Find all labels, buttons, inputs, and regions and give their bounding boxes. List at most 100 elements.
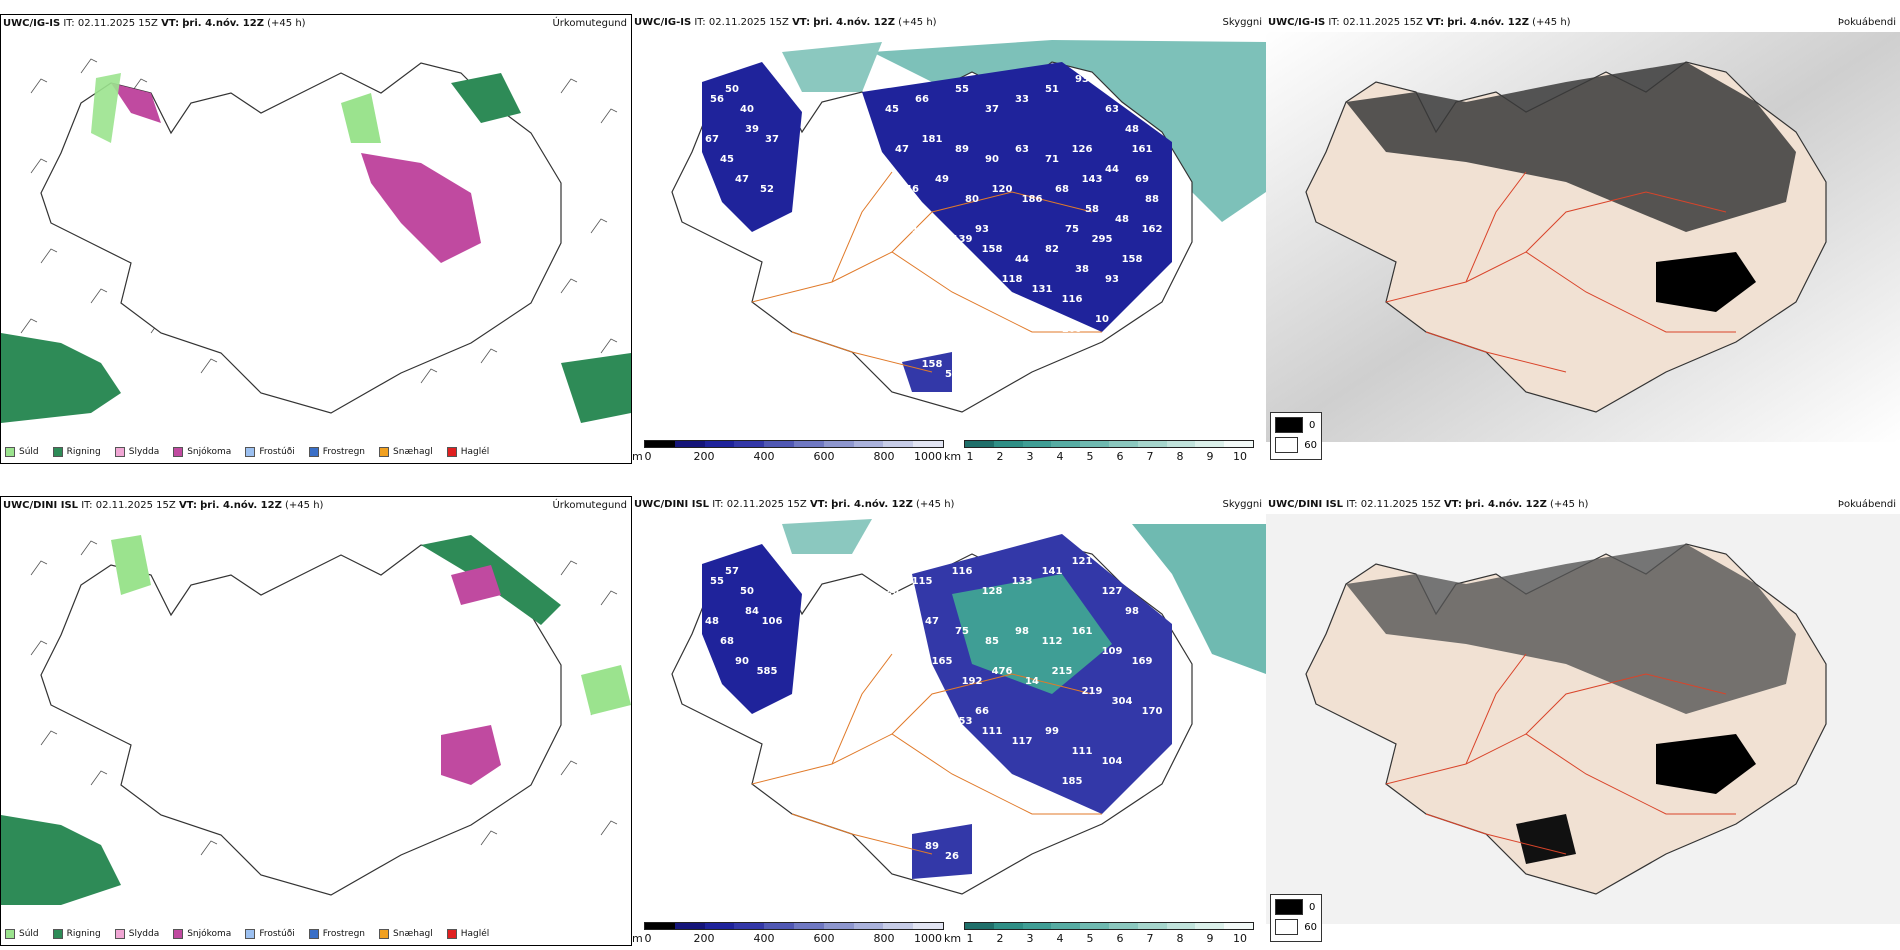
ceiling-value-label: 98 [1125, 606, 1139, 617]
panel-header: UWC/DINI ISL IT: 02.11.2025 15Z VT: þri.… [3, 500, 324, 511]
ceiling-value-label: 55 [955, 84, 969, 95]
legend-item: Frostregn [308, 447, 365, 457]
ceiling-value-label: 26 [885, 586, 899, 597]
ceiling-value-label: 109 [1102, 646, 1123, 657]
fog-map [1266, 32, 1900, 442]
ceiling-value-label: 68 [720, 636, 734, 647]
fog-map [1266, 514, 1900, 924]
legend-swatch [5, 929, 15, 939]
visibility-tick: 10 [1233, 932, 1247, 945]
ceiling-value-label: 125 [912, 224, 933, 235]
legend-swatch [379, 929, 390, 939]
fog-legend-item: 60 [1275, 919, 1317, 935]
ceiling-value-label: 106 [762, 616, 783, 627]
ceiling-value-label: 85 [985, 636, 999, 647]
ceiling-value-label: 49 [935, 174, 949, 185]
ceiling-value-label: 120 [992, 184, 1013, 195]
ceiling-value-label: 186 [1022, 194, 1043, 205]
ceiling-value-label: 55 [710, 576, 724, 587]
ceiling-value-label: 89 [895, 626, 909, 637]
ceiling-value-label: 93 [1105, 274, 1119, 285]
legend-swatch [308, 929, 319, 939]
ceiling-value-label: 112 [1042, 636, 1063, 647]
ceiling-value-label: 48 [1115, 214, 1129, 225]
snow-e [441, 725, 501, 785]
visibility-tick: 4 [1056, 450, 1064, 463]
visibility-tick: 9 [1206, 450, 1214, 463]
fog-swatch [1275, 437, 1299, 453]
ceiling-value-label: 15 [925, 344, 939, 355]
drizzle-se [581, 665, 631, 715]
ceiling-value-label: 38 [1075, 264, 1089, 275]
ceiling-value-label: 161 [1072, 626, 1093, 637]
ceiling-value-label: 93 [1075, 74, 1089, 85]
visibility-colorbar: km 1 2 3 4 5 6 7 8 9 10 [944, 922, 1254, 946]
visibility-tick: 8 [1176, 450, 1184, 463]
ceiling-value-label: 131 [1032, 284, 1053, 295]
legend-item: Frostúði [245, 447, 295, 457]
fog-legend: 0 60 [1270, 412, 1322, 460]
fog-black-s [1516, 814, 1576, 864]
ceiling-value-label: 158 [922, 359, 943, 370]
visibility-tick: 1 [966, 932, 974, 945]
precip-legend: Súld Rigning Slydda Snjókoma Frostúði Fr… [5, 447, 503, 457]
ceiling-value-label: 50 [740, 586, 754, 597]
ceiling-tick: 600 [813, 932, 835, 945]
ceiling-value-label: 90 [735, 656, 749, 667]
panel-title: Skyggni [1222, 17, 1262, 28]
ceiling-value-label: 47 [925, 616, 939, 627]
panel-title: Úrkomutegund [552, 500, 627, 511]
ceiling-value-label: 165 [932, 656, 953, 667]
legend-swatch [245, 929, 256, 939]
ceiling-value-label: 98 [1015, 626, 1029, 637]
ceiling-value-label: 47 [735, 174, 749, 185]
visibility-tick: 2 [996, 932, 1004, 945]
fog-black-core [1656, 734, 1756, 794]
rain-sw [1, 815, 121, 905]
visibility-unit: km [944, 932, 962, 945]
legend-item: Snæhagl [379, 929, 433, 939]
ceiling-value-label: 121 [1072, 556, 1093, 567]
ceiling-value-label: 45 [720, 154, 734, 165]
legend-swatch [52, 447, 63, 457]
legend-swatch [52, 929, 63, 939]
iceland-outline [40, 544, 562, 896]
legend-swatch [308, 447, 319, 457]
ceiling-value-label: 45 [885, 104, 899, 115]
ceiling-value-label: 57 [725, 566, 739, 577]
ceiling-tick: 1000 [914, 450, 942, 463]
ceiling-value-label: 66 [915, 94, 929, 105]
fog-panel-bottom: UWC/DINI ISL IT: 02.11.2025 15Z VT: þri.… [1266, 496, 1900, 946]
ceiling-blue-ne [862, 62, 1172, 332]
ceiling-value-label: 476 [992, 666, 1013, 677]
ceiling-value-label: 40 [740, 104, 754, 115]
ceiling-value-label: 215 [1052, 666, 1073, 677]
legend-item: Slydda [114, 447, 159, 457]
panel-header: UWC/IG-IS IT: 02.11.2025 15Z VT: þri. 4.… [1268, 17, 1571, 28]
ceiling-tick: 0 [644, 932, 652, 945]
visibility-panel-bottom: UWC/DINI ISL IT: 02.11.2025 15Z VT: þri.… [632, 496, 1266, 946]
ceiling-value-label: 69 [1135, 174, 1149, 185]
panel-header: UWC/IG-IS IT: 02.11.2025 15Z VT: þri. 4.… [634, 17, 937, 28]
fog-legend-item: 60 [1275, 437, 1317, 453]
ceiling-value-label: 52 [945, 369, 959, 380]
ceiling-value-label: 37 [765, 134, 779, 145]
legend-swatch [173, 447, 184, 457]
ceiling-value-label: 146 [902, 666, 923, 677]
ceiling-value-label: 128 [982, 586, 1003, 597]
ceiling-value-label: 123 [932, 264, 953, 275]
ceiling-value-label: 139 [952, 234, 973, 245]
roads [751, 653, 1102, 855]
ceiling-value-label: 39 [745, 124, 759, 135]
rain-sw [1, 333, 121, 423]
visibility-teal-ne [1132, 524, 1266, 674]
ceiling-visibility-map: 5557504884681069058526115116128133141121… [671, 519, 1266, 895]
panel-title: Skyggni [1222, 499, 1262, 510]
ceiling-tick: 200 [693, 932, 715, 945]
legend-item: Snjókoma [173, 929, 231, 939]
ceiling-value-label: 125 [1002, 304, 1023, 315]
visibility-tick: 8 [1176, 932, 1184, 945]
precip-panel-bottom: UWC/DINI ISL IT: 02.11.2025 15Z VT: þri.… [0, 496, 632, 946]
visibility-panel-top: UWC/IG-IS IT: 02.11.2025 15Z VT: þri. 4.… [632, 14, 1266, 464]
